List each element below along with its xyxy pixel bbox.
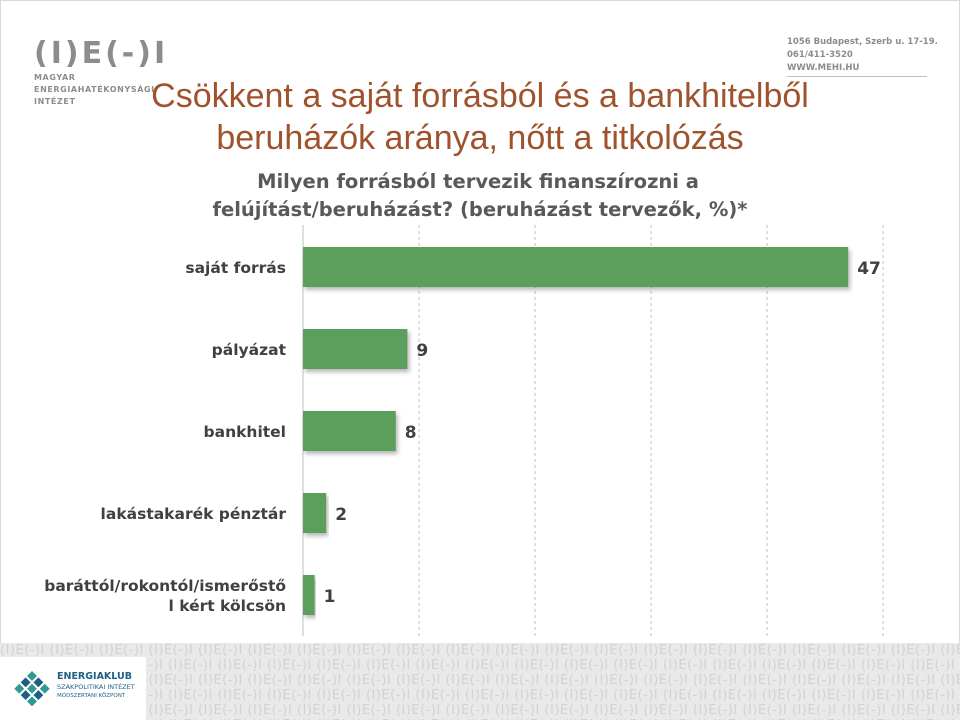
logo-line: INTÉZET	[34, 97, 76, 106]
mehi-logo-text: MAGYAR ENERGIAHATÉKONYSÁGI INTÉZET	[34, 72, 155, 108]
bar	[303, 575, 315, 615]
energiaklub-subtitle: SZAKPOLITIKAI INTÉZET	[57, 683, 135, 691]
footer-pattern: (I)E(-)I (I)E(-)I (I)E(-)I (I)E(-)I (I)E…	[0, 643, 960, 720]
energiaklub-name: ENERGIAKLUB	[57, 671, 132, 682]
category-label: saját forrás	[185, 259, 286, 277]
mehi-logo-mark: (I)E(-)I	[34, 36, 169, 71]
logo-line: ENERGIAHATÉKONYSÁGI	[34, 85, 155, 94]
category-label: l kért kölcsön	[168, 597, 286, 615]
data-label: 1	[324, 587, 336, 607]
bar	[303, 329, 408, 369]
bar	[303, 411, 396, 451]
energiaklub-logo-box	[0, 657, 146, 720]
contact-info: 1056 Budapest, Szerb u. 17-19. 061/411-3…	[787, 36, 938, 75]
data-label: 47	[857, 259, 881, 279]
category-label: lakástakarék pénztár	[101, 505, 287, 523]
category-label: bankhitel	[204, 423, 286, 441]
footer-band: (I)E(-)I (I)E(-)I (I)E(-)I (I)E(-)I (I)E…	[0, 643, 960, 720]
data-label: 2	[335, 505, 347, 525]
chart-question-line2: felújítást/beruházást? (beruházást terve…	[212, 198, 748, 221]
energiaklub-subtitle-2: MÓDSZERTANI KÖZPONT	[57, 693, 126, 699]
slide-title-line2: beruházók aránya, nőtt a titkolózás	[216, 119, 744, 157]
bar	[303, 493, 327, 533]
contact-web: WWW.MEHI.HU	[787, 63, 860, 73]
category-label: pályázat	[212, 341, 287, 359]
contact-phone: 061/411-3520	[787, 50, 853, 60]
header-rule	[787, 76, 927, 77]
energiaklub-icon	[14, 671, 50, 706]
bar	[303, 247, 849, 287]
chart-question-line1: Milyen forrásból tervezik finanszírozni …	[257, 170, 699, 193]
labels: 47 saját forrás 9 pályázat 8 bankhitel 2 lakást…	[44, 259, 881, 615]
mehi-logo: (I)E(-)I	[34, 36, 168, 71]
data-label: 8	[405, 423, 417, 443]
slide-title-line1: Csökkent a saját forrásból és a bankhite…	[151, 77, 809, 115]
contact-address: 1056 Budapest, Szerb u. 17-19.	[787, 37, 938, 47]
data-label: 9	[416, 341, 428, 361]
category-label: baráttól/rokontól/ismerőstő	[44, 577, 286, 595]
bars	[303, 247, 849, 615]
logo-line: MAGYAR	[34, 73, 76, 82]
